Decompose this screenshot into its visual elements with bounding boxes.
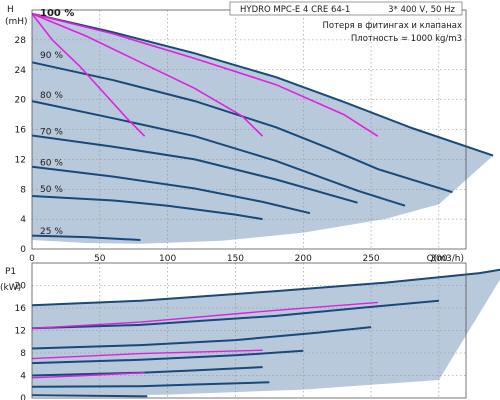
x-tick-label: 0 — [29, 254, 35, 264]
top-envelope — [32, 13, 494, 244]
loss-curve — [31, 12, 264, 137]
speed-label: 50 % — [40, 185, 63, 195]
power-curve — [31, 381, 270, 388]
density-note: Плотность = 1000 kg/m3 — [351, 34, 462, 44]
power-curve — [31, 268, 500, 307]
head-curve — [31, 61, 453, 194]
loss-curve — [31, 13, 146, 137]
supply-label: 3* 400 V, 50 Hz — [388, 5, 455, 15]
top-speed-curves — [31, 12, 494, 241]
y-tick-label: 20 — [15, 96, 27, 106]
x-tick-label: 100 — [159, 254, 176, 264]
head-curve — [31, 234, 141, 241]
bottom-loss-curves — [31, 301, 378, 379]
y-tick-label: 28 — [15, 36, 27, 46]
speed-label: 90 % — [40, 51, 63, 61]
x-tick-label: 250 — [362, 254, 379, 264]
x-tick-label: 200 — [295, 254, 312, 264]
power-loss-curve — [31, 301, 378, 329]
loss-note: Потеря в фитингах и клапанах — [323, 21, 463, 31]
y-tick-label: 8 — [20, 185, 26, 195]
y-tick-label: 24 — [15, 66, 27, 76]
top-loss-curves — [31, 12, 379, 137]
top-text: 0 50 100 150 200 250 300 0 4 8 12 16 20 24 28 H (mH) Q(m3… — [5, 1, 464, 264]
bottom-frame — [31, 262, 467, 399]
y-tick-label: 0 — [20, 245, 26, 255]
power-y-tick-label: 12 — [15, 327, 26, 337]
power-envelope — [32, 269, 500, 397]
power-plot-frame — [31, 262, 467, 399]
power-curve — [31, 326, 372, 350]
speed-label: 80 % — [40, 91, 63, 101]
speed-label: 70 % — [40, 128, 63, 138]
chart-title: HYDRO MPC-E 4 CRE 64-1 — [240, 5, 350, 15]
head-curve — [31, 134, 358, 204]
power-y-tick-label: 0 — [20, 394, 26, 400]
head-curve — [31, 12, 494, 157]
bottom-power-curves — [31, 268, 500, 398]
power-y-tick-label: 16 — [15, 304, 27, 314]
y-tick-label: 16 — [15, 126, 27, 136]
bottom-envelope — [32, 269, 500, 397]
x-tick-label: 300 — [430, 254, 447, 264]
x-axis-label: Q(m3/h) — [427, 254, 464, 264]
power-loss-curve — [31, 349, 263, 360]
head-curve — [31, 165, 311, 215]
power-curve — [31, 349, 304, 365]
power-y-tick-label: 20 — [15, 282, 27, 292]
power-loss-curve — [31, 372, 145, 379]
power-curve — [31, 299, 439, 330]
operating-envelope — [32, 13, 494, 244]
power-y-tick-label: 4 — [20, 372, 26, 382]
power-y-axis-unit: (kW) — [0, 283, 21, 293]
title-box — [229, 1, 463, 16]
y-tick-label: 12 — [15, 155, 26, 165]
y-tick-label: 4 — [20, 215, 26, 225]
x-tick-label: 150 — [227, 254, 244, 264]
loss-curve — [31, 12, 379, 137]
power-curve — [31, 366, 263, 377]
head-curve — [31, 100, 406, 207]
speed-label: 100 % — [40, 8, 74, 19]
speed-label: 25 % — [40, 227, 63, 237]
bottom-text: 0 4 8 12 16 20 P1 (kW) — [0, 267, 26, 400]
speed-label: 60 % — [40, 158, 63, 168]
head-curve — [31, 195, 263, 221]
y-axis-label: H — [7, 5, 14, 15]
power-y-axis-label: P1 — [5, 267, 16, 277]
y-axis-unit: (mH) — [5, 17, 28, 27]
power-curve — [31, 394, 148, 398]
power-y-tick-label: 8 — [20, 349, 26, 359]
x-tick-label: 50 — [94, 254, 106, 264]
